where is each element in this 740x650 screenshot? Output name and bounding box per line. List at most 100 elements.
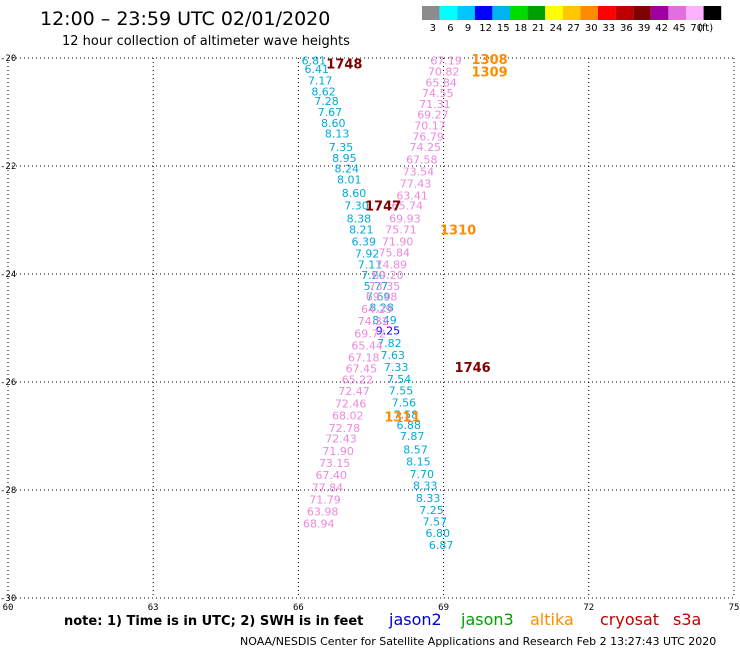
data-point: 8.24: [335, 163, 360, 176]
data-point: 65.74: [392, 199, 424, 212]
legend-label: 70: [690, 23, 703, 34]
legend-swatch: [527, 6, 546, 20]
data-point: 6.39: [351, 236, 376, 249]
data-point: 8.33: [413, 480, 438, 493]
legend-swatch: [422, 6, 440, 20]
data-point: 64.29: [361, 303, 393, 316]
data-point: 77.84: [312, 481, 344, 494]
data-point: 69.27: [417, 109, 449, 122]
data-point: 8.60: [321, 117, 346, 130]
data-point: 7.67: [318, 106, 343, 119]
legend-swatch: [598, 6, 616, 20]
data-point: 7.69: [366, 291, 391, 304]
legend-swatch: [457, 6, 475, 20]
legend-label: 3: [430, 23, 436, 34]
data-point: 7.57: [423, 515, 448, 528]
data-point: 69.72: [354, 327, 386, 340]
data-point: 8.49: [372, 314, 397, 327]
data-point: 69.48: [366, 291, 398, 304]
data-point: 8.95: [332, 152, 357, 165]
data-point: 7.20: [361, 269, 386, 282]
legend-label: 42: [655, 23, 668, 34]
data-point: 8.57: [403, 444, 428, 457]
y-tick-label: -22: [0, 162, 16, 172]
data-point: 72.46: [335, 398, 367, 411]
legend-swatch: [650, 6, 669, 20]
plot-grid: 60 63 66 69 72 75 -20 -22 -24 -26 -28 -30: [0, 54, 739, 613]
y-tick-label: -24: [0, 270, 16, 280]
x-tick-label: 63: [148, 603, 159, 613]
data-point: 8.38: [347, 212, 372, 225]
legend-label: 33: [602, 23, 615, 34]
satellite-name: jason3: [460, 610, 514, 629]
data-point: 7.92: [355, 247, 380, 260]
legend-label: 6: [447, 23, 453, 34]
pass-label: 1747: [365, 199, 401, 214]
footer-note: note: 1) Time is in UTC; 2) SWH is in fe…: [64, 614, 363, 629]
data-point: 6.80: [426, 527, 451, 540]
data-point: 72.78: [329, 422, 361, 435]
y-tick-label: -28: [0, 486, 16, 496]
color-legend: 3 6 9 12 15 18 21 24 27 30 33 36 39 42 45 70(ft): [422, 6, 722, 34]
data-point: 73.35: [369, 280, 401, 293]
legend-label: 39: [638, 23, 651, 34]
data-point: 9.25: [376, 325, 401, 338]
x-tick-label: 66: [293, 603, 304, 613]
data-point: 72.43: [325, 433, 357, 446]
legend-label: 36: [620, 23, 633, 34]
pass-label: 1308: [471, 53, 507, 68]
data-point: 7.58: [394, 408, 419, 421]
data-point: 74.32: [358, 315, 390, 328]
legend-swatch: [668, 6, 686, 20]
data-point: 71.31: [419, 98, 451, 111]
data-point: 7.82: [377, 337, 402, 350]
data-point: 7.63: [381, 349, 406, 362]
data-point: 67.40: [316, 469, 348, 482]
data-point: 70.82: [428, 66, 460, 79]
legend-label: (ft): [698, 23, 713, 34]
data-point: 6.41: [305, 63, 330, 76]
legend-swatch: [615, 6, 634, 20]
data-point: 72.47: [338, 385, 370, 398]
data-point: 5.77: [364, 280, 389, 293]
x-tick-label: 72: [583, 603, 594, 613]
data-point: 73.54: [403, 165, 435, 178]
data-point: 7.30: [344, 199, 369, 212]
data-point: 6.81: [302, 55, 327, 68]
data-point: 69.20: [372, 269, 404, 282]
data-point: 68.94: [303, 517, 335, 530]
legend-label: 12: [479, 23, 492, 34]
data-point: 69.93: [389, 212, 421, 225]
data-point: 7.11: [358, 258, 383, 271]
data-point: 77.43: [400, 177, 432, 190]
data-point: 8.33: [416, 492, 441, 505]
data-point: 74.55: [422, 87, 454, 100]
data-point: 7.54: [387, 373, 412, 386]
data-point: 73.15: [319, 457, 351, 470]
data-point: 7.55: [389, 385, 414, 398]
legend-swatch: [686, 6, 704, 20]
y-tick-label: -30: [0, 594, 16, 604]
data-point: 75.84: [378, 246, 410, 259]
footer-credit: NOAA/NESDIS Center for Satellite Applica…: [240, 635, 716, 648]
data-point: 65.84: [425, 76, 457, 89]
legend-label: 18: [514, 23, 527, 34]
satellite-name: jason2: [388, 610, 442, 629]
legend-swatch: [492, 6, 510, 20]
data-point: 68.02: [332, 409, 364, 422]
data-point: 67.18: [348, 352, 380, 365]
pass-label: 1746: [455, 361, 491, 376]
legend-swatch: [703, 6, 722, 20]
data-point: 8.28: [369, 301, 394, 314]
satellite-name: cryosat: [600, 610, 659, 629]
data-point: 74.89: [376, 258, 408, 271]
legend-label: 9: [465, 23, 471, 34]
data-point: 7.35: [329, 141, 354, 154]
data-point: 67.45: [346, 363, 378, 376]
legend-swatch: [439, 6, 458, 20]
legend-label: 24: [550, 23, 563, 34]
data-point: 8.01: [337, 174, 362, 187]
legend-label: 27: [567, 23, 580, 34]
